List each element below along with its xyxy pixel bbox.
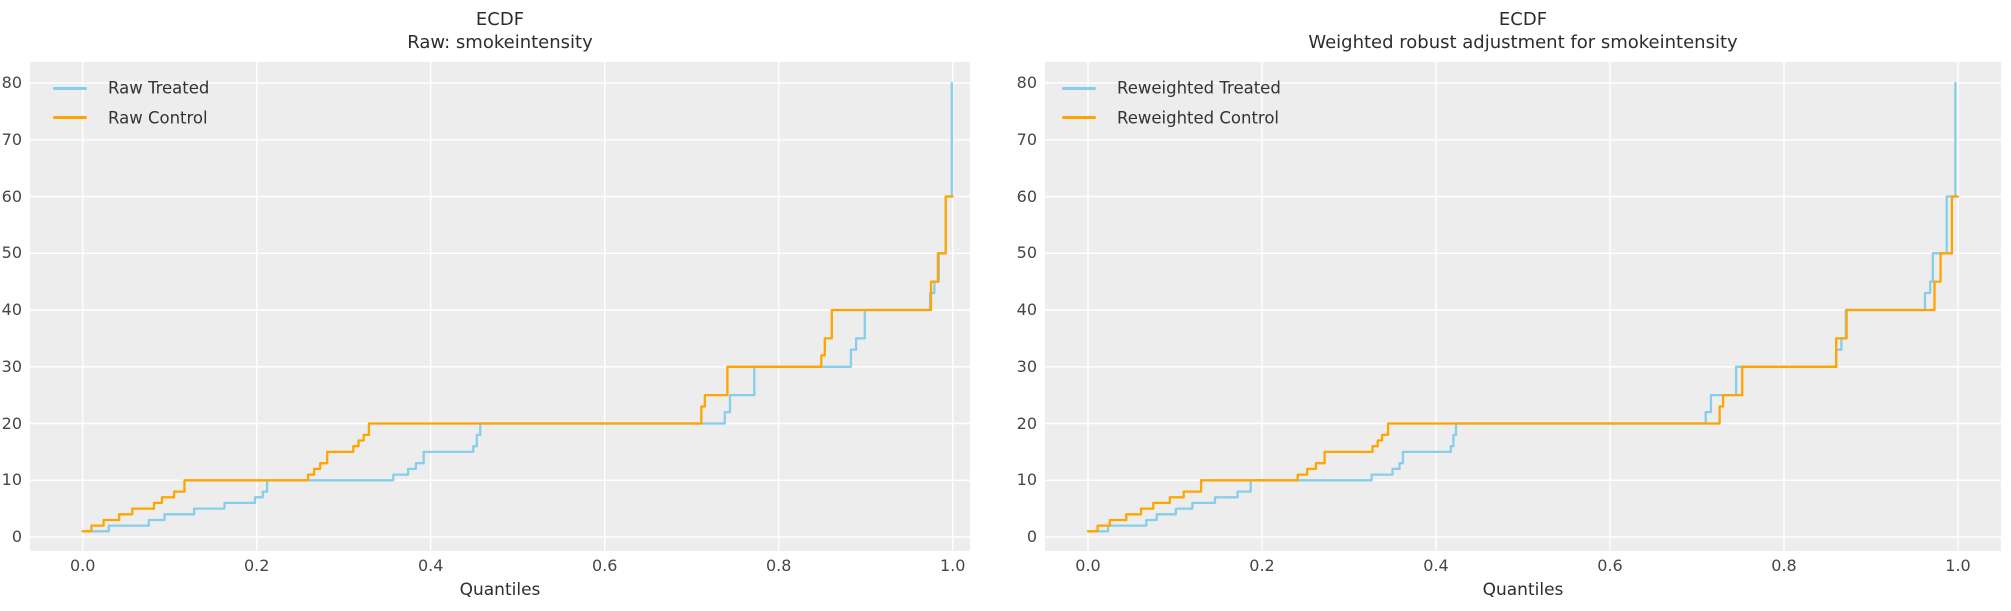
y-tick-label: 50	[1, 243, 22, 263]
y-tick-label: 10	[1, 470, 22, 490]
treated-legend-line-icon	[1062, 86, 1096, 90]
y-tick-label: 40	[1016, 300, 1037, 319]
x-tick-label: 0.2	[243, 556, 270, 575]
raw-treated-line	[81, 81, 953, 533]
raw-control-line	[81, 195, 954, 533]
gridlines	[30, 62, 970, 551]
y-tick-label: 20	[1, 413, 22, 433]
left-plot-svg	[30, 62, 970, 551]
x-tick-label: 1.0	[939, 556, 966, 575]
y-tick-label: 30	[1, 356, 22, 376]
treated-legend-label: Raw Treated	[108, 78, 210, 98]
left-chart-title-line1: ECDF	[475, 9, 525, 30]
y-tick-label: 40	[1, 300, 22, 319]
control-legend-line-icon	[1062, 116, 1096, 119]
left-plot-area	[30, 62, 970, 551]
right-x-axis-label: Quantiles	[1482, 580, 1564, 600]
y-tick-label: 60	[1016, 186, 1037, 206]
treated-legend-line-icon	[53, 86, 87, 90]
left-x-axis-label: Quantiles	[459, 580, 541, 600]
y-tick-label: 70	[1016, 129, 1037, 149]
y-tick-label: 80	[1, 73, 22, 92]
y-tick-label: 60	[1, 186, 22, 206]
x-tick-label: 0.4	[1423, 556, 1449, 575]
right-chart-title-line1: ECDF	[1498, 9, 1548, 30]
y-tick-label: 0	[11, 527, 22, 546]
y-tick-label: 30	[1016, 356, 1037, 376]
x-tick-label: 0.8	[1771, 556, 1797, 575]
y-tick-label: 20	[1016, 413, 1037, 433]
y-tick-label: 50	[1016, 243, 1037, 263]
y-tick-label: 0	[1026, 527, 1037, 546]
x-tick-label: 0.0	[69, 556, 96, 575]
reweighted-control-line	[1086, 195, 1960, 533]
y-tick-label: 10	[1016, 470, 1037, 490]
x-tick-label: 0.6	[591, 556, 618, 575]
x-tick-label: 0.8	[765, 556, 792, 575]
left-chart-title-line2: Raw: smokeintensity	[407, 32, 593, 53]
control-legend-label: Raw Control	[108, 108, 208, 127]
reweighted-treated-line	[1086, 81, 1957, 533]
treated-legend-label: Reweighted Treated	[1117, 78, 1281, 98]
right-chart-title-line2: Weighted robust adjustment for smokeinte…	[1308, 32, 1738, 53]
gridlines	[1045, 62, 2001, 551]
control-legend-line-icon	[53, 116, 87, 119]
right-plot-area	[1045, 62, 2001, 551]
x-tick-label: 1.0	[1945, 556, 1971, 575]
y-tick-label: 70	[1, 129, 22, 149]
left-chart-title: ECDF Raw: smokeintensity	[120, 8, 880, 54]
x-tick-label: 0.4	[417, 556, 444, 575]
x-tick-label: 0.0	[1075, 556, 1101, 575]
control-legend-label: Reweighted Control	[1117, 108, 1280, 127]
right-chart-title: ECDF Weighted robust adjustment for smok…	[1143, 8, 1903, 54]
x-tick-label: 0.6	[1597, 556, 1623, 575]
right-plot-svg	[1045, 62, 2001, 551]
y-tick-label: 80	[1016, 73, 1037, 92]
x-tick-label: 0.2	[1249, 556, 1275, 575]
